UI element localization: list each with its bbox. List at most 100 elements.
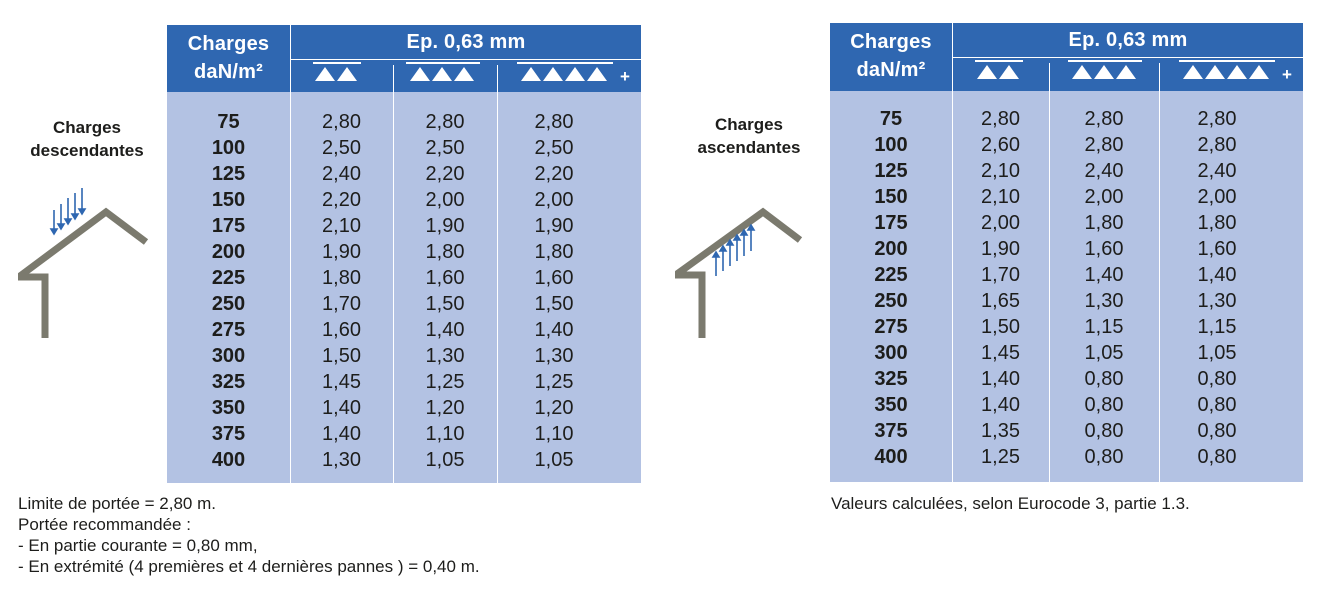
span-value: 1,40 (322, 423, 361, 445)
span-value: 0,80 (1084, 394, 1124, 416)
span-value: 1,30 (1197, 290, 1237, 312)
span-value: 2,80 (1197, 108, 1237, 130)
left-notes: Limite de portée = 2,80 m. Portée recomm… (18, 493, 480, 577)
span-value: 1,15 (1197, 316, 1237, 338)
span-value: 1,50 (425, 293, 465, 315)
span-value: 2,80 (1084, 134, 1124, 156)
span-value: 1,40 (322, 397, 361, 419)
header-charges-line: daN/m² (194, 61, 263, 83)
load-value: 75 (217, 111, 240, 133)
span-value: 1,60 (425, 267, 465, 289)
column-four-plus-spans: 2,80 2,80 2,40 2,00 1,80 1,60 1,40 1,30 … (1159, 106, 1275, 470)
span-value: 1,50 (322, 345, 361, 367)
load-value: 250 (874, 290, 908, 312)
span-value: 0,80 (1197, 368, 1237, 390)
load-value: 200 (874, 238, 908, 260)
span-value: 2,00 (981, 212, 1020, 234)
span-value: 1,05 (425, 449, 465, 471)
span-value: 2,50 (425, 137, 465, 159)
plus-icon: + (620, 67, 630, 86)
span-value: 1,90 (534, 215, 574, 237)
load-value: 125 (211, 163, 246, 185)
span-value: 1,50 (534, 293, 574, 315)
span-value: 2,80 (1197, 134, 1237, 156)
load-value: 300 (211, 345, 246, 367)
load-value: 375 (211, 423, 246, 445)
span-value: 1,05 (1197, 342, 1237, 364)
span-value: 1,60 (1084, 238, 1124, 260)
span-value: 1,10 (425, 423, 465, 445)
span-value: 2,80 (534, 111, 574, 133)
span-value: 1,30 (1084, 290, 1124, 312)
load-value: 100 (874, 134, 908, 156)
load-value: 325 (874, 368, 908, 390)
three-span-symbol (1068, 60, 1142, 79)
two-span-symbol (313, 62, 361, 81)
span-value: 1,80 (534, 241, 574, 263)
load-value: 275 (211, 319, 246, 341)
span-value: 2,00 (1084, 186, 1124, 208)
span-value: 0,80 (1084, 368, 1124, 390)
column-divider (1159, 63, 1160, 482)
load-value: 275 (874, 316, 908, 338)
span-value: 2,60 (981, 134, 1020, 156)
span-value: 1,30 (322, 449, 361, 471)
span-value: 1,15 (1084, 316, 1124, 338)
right-load-table: Charges daN/m² Ep. 0,63 mm + 75 100 125 … (830, 23, 1303, 482)
span-value: 1,70 (322, 293, 361, 315)
span-value: 1,40 (981, 368, 1020, 390)
span-value: 2,40 (1197, 160, 1237, 182)
span-value: 0,80 (1084, 446, 1124, 468)
header-underline (291, 59, 641, 60)
header-ep: Ep. 0,63 mm (1068, 29, 1188, 51)
span-value: 0,80 (1197, 394, 1237, 416)
load-value: 400 (874, 446, 908, 468)
load-value: 250 (211, 293, 246, 315)
column-three-spans: 2,80 2,80 2,40 2,00 1,80 1,60 1,40 1,30 … (1049, 106, 1159, 470)
span-value: 1,90 (981, 238, 1020, 260)
load-value: 175 (874, 212, 908, 234)
span-value: 1,40 (1084, 264, 1124, 286)
load-value: 175 (211, 215, 246, 237)
load-value: 350 (211, 397, 246, 419)
right-notes: Valeurs calculées, selon Eurocode 3, par… (831, 493, 1190, 514)
span-value: 2,10 (322, 215, 361, 237)
load-value: 375 (874, 420, 908, 442)
span-value: 1,65 (981, 290, 1020, 312)
span-value: 2,00 (425, 189, 465, 211)
span-value: 1,60 (322, 319, 361, 341)
column-divider (952, 23, 953, 482)
load-value: 350 (874, 394, 908, 416)
header-charges-line: Charges (187, 33, 270, 55)
span-value: 1,80 (1197, 212, 1237, 234)
span-value: 1,90 (425, 215, 465, 237)
span-value: 2,80 (981, 108, 1020, 130)
header-charges-line: daN/m² (856, 59, 926, 81)
header-underline (953, 57, 1303, 58)
span-value: 1,05 (534, 449, 574, 471)
load-value: 300 (874, 342, 908, 364)
four-span-symbol (517, 62, 613, 81)
span-value: 1,90 (322, 241, 361, 263)
span-value: 2,10 (981, 160, 1020, 182)
note-line: Limite de portée = 2,80 m. (18, 494, 216, 513)
span-value: 1,30 (425, 345, 465, 367)
span-value: 1,60 (1197, 238, 1237, 260)
span-value: 1,35 (981, 420, 1020, 442)
header-charges-line: Charges (850, 31, 932, 53)
span-value: 1,50 (981, 316, 1020, 338)
column-loads: 75 100 125 150 175 200 225 250 275 300 3… (167, 109, 290, 473)
column-divider (497, 65, 498, 483)
span-value: 0,80 (1197, 420, 1237, 442)
span-value: 2,50 (534, 137, 574, 159)
span-value: 1,25 (534, 371, 574, 393)
span-value: 1,45 (322, 371, 361, 393)
load-value: 325 (211, 371, 246, 393)
span-value: 2,20 (322, 189, 361, 211)
span-value: 2,20 (534, 163, 574, 185)
load-value: 200 (211, 241, 246, 263)
note-line: - En extrémité (4 premières et 4 dernièr… (18, 557, 480, 576)
span-value: 0,80 (1084, 420, 1124, 442)
two-span-symbol (975, 60, 1023, 79)
span-value: 2,80 (322, 111, 361, 133)
